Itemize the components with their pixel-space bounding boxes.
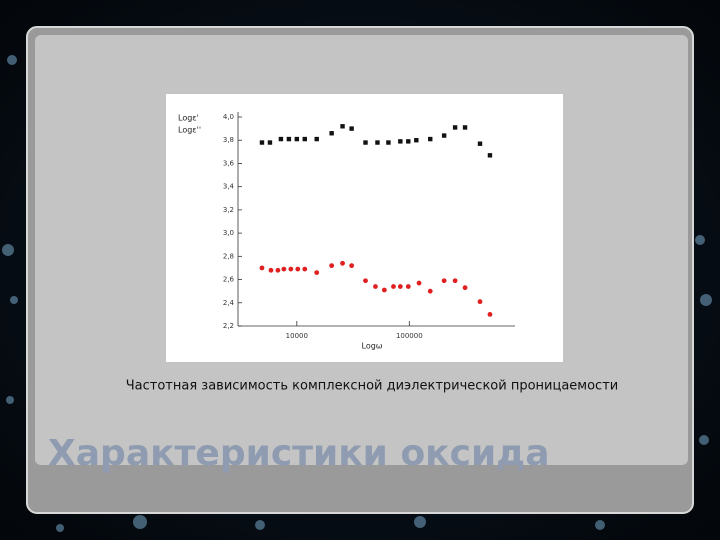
- point: [259, 265, 265, 271]
- point: [477, 299, 483, 305]
- point: [375, 140, 380, 145]
- point: [386, 140, 391, 145]
- y-tick-label: 3,6: [223, 159, 235, 167]
- x-tick-label: 100000: [396, 332, 423, 340]
- point: [294, 136, 300, 142]
- y-tick-label: 3,4: [223, 183, 235, 191]
- slide-title: Характеристики оксида: [48, 433, 550, 474]
- point: [349, 126, 354, 131]
- point: [349, 263, 355, 269]
- point: [441, 278, 447, 284]
- y-label: Logε': [178, 114, 199, 123]
- point: [329, 263, 335, 269]
- y-label: Logε'': [178, 126, 201, 135]
- point: [275, 267, 281, 273]
- point: [329, 131, 334, 136]
- point: [363, 140, 368, 145]
- x-tick-label: 10000: [286, 332, 308, 340]
- point: [406, 139, 411, 144]
- point: [452, 278, 458, 284]
- point: [452, 125, 458, 130]
- bokeh: [2, 55, 712, 532]
- point: [314, 136, 319, 142]
- point: [414, 138, 419, 143]
- point: [302, 136, 307, 142]
- point: [391, 284, 396, 289]
- y-tick-label: 3,8: [223, 136, 234, 144]
- y-tick-label: 2,2: [223, 322, 234, 330]
- point: [487, 311, 493, 317]
- point: [405, 284, 411, 289]
- y-tick-label: 3,0: [223, 229, 234, 237]
- y-tick-label: 2,4: [223, 299, 235, 307]
- y-tick-label: 4,0: [223, 113, 234, 121]
- point: [314, 270, 320, 275]
- y-tick-label: 3,2: [223, 206, 234, 214]
- y-tick-label: 2,6: [223, 276, 235, 284]
- point: [487, 153, 493, 158]
- point: [416, 280, 422, 286]
- point: [397, 284, 403, 289]
- point: [427, 288, 433, 294]
- point: [363, 278, 368, 284]
- point: [398, 139, 403, 144]
- point: [441, 133, 447, 138]
- point: [286, 136, 292, 142]
- point: [302, 266, 308, 272]
- point: [268, 267, 274, 273]
- point: [259, 140, 265, 145]
- point: [462, 125, 468, 130]
- point: [373, 284, 378, 289]
- y-tick-label: 2,8: [223, 252, 234, 260]
- point: [288, 266, 294, 272]
- point: [428, 136, 433, 142]
- chart-box: [166, 94, 563, 362]
- point: [278, 136, 284, 142]
- point: [462, 285, 468, 291]
- point: [340, 260, 345, 266]
- point: [381, 287, 387, 293]
- point: [295, 266, 301, 272]
- point: [340, 124, 345, 129]
- x-label: Logω: [362, 342, 383, 351]
- point: [477, 141, 483, 146]
- point: [267, 140, 273, 145]
- caption: Частотная зависимость комплексной диэлек…: [126, 379, 618, 394]
- point: [281, 266, 287, 272]
